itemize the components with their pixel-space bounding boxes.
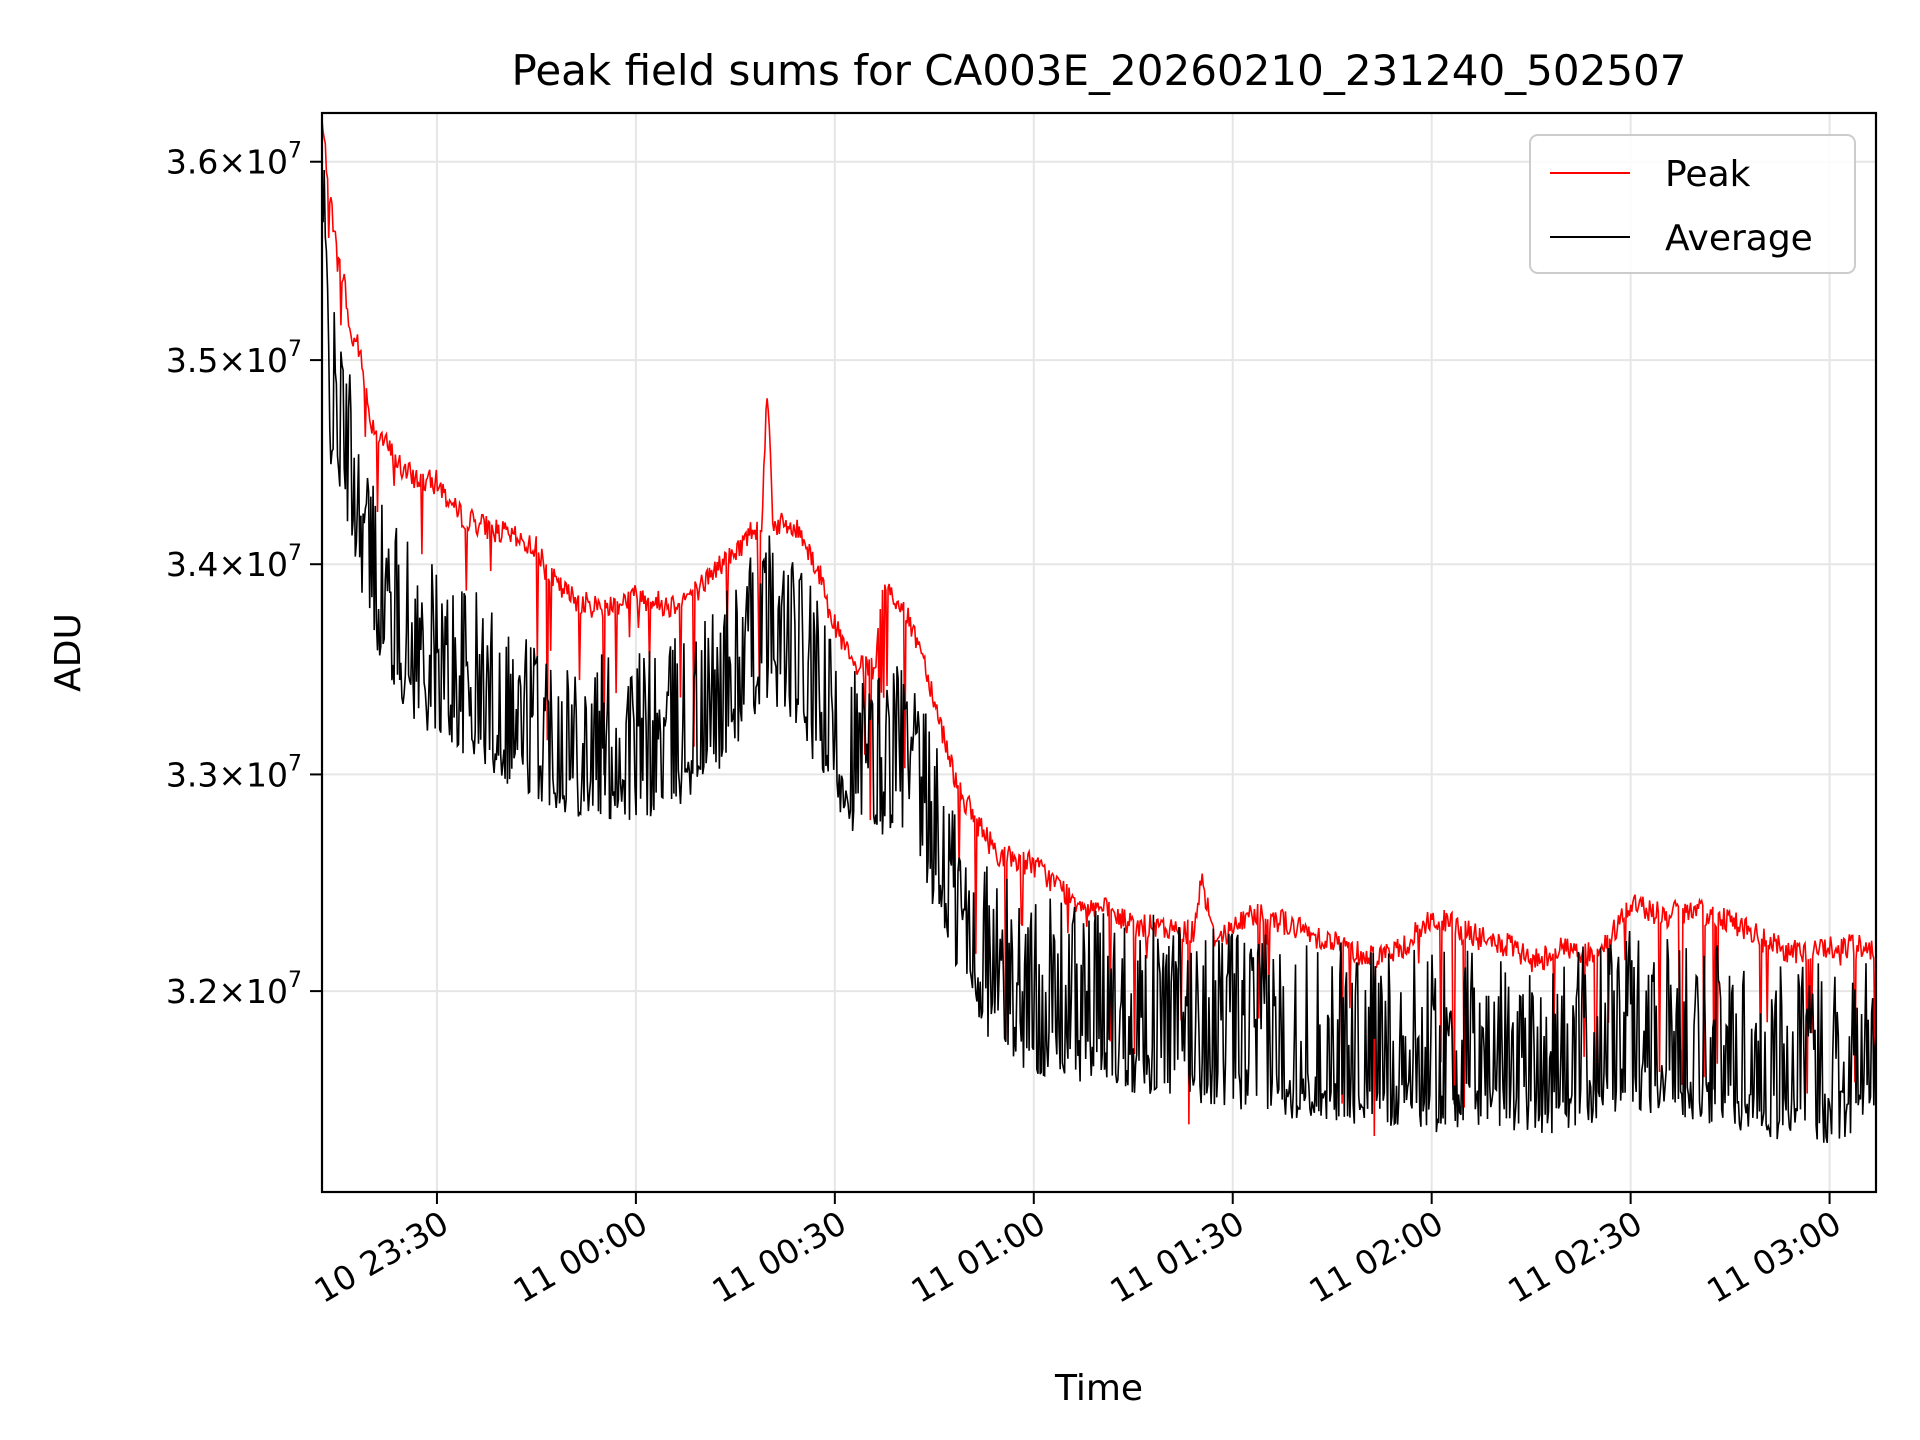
legend-box xyxy=(1529,134,1856,274)
y-tick-label: 3.3×107 xyxy=(166,751,302,794)
y-tick-mantissa: 3.2 xyxy=(166,972,218,1011)
y-axis-label: ADU xyxy=(48,613,89,692)
y-tick-exponent: 7 xyxy=(288,541,302,566)
y-tick-mantissa: 3.5 xyxy=(166,341,218,380)
chart-title: Peak field sums for CA003E_20260210_2312… xyxy=(512,46,1687,95)
legend-label-average: Average xyxy=(1665,218,1813,259)
y-tick-mantissa: 3.4 xyxy=(166,545,218,584)
y-tick-times: ×10 xyxy=(218,341,288,380)
y-tick-label: 3.2×107 xyxy=(166,968,302,1011)
y-tick-label: 3.5×107 xyxy=(166,337,302,380)
series-layer xyxy=(322,120,1876,1144)
plot-frame xyxy=(320,111,1878,1194)
y-tick-mantissa: 3.3 xyxy=(166,755,218,794)
legend-label-peak: Peak xyxy=(1665,154,1751,195)
y-tick-label: 3.4×107 xyxy=(166,541,302,584)
legend: Peak Average xyxy=(1529,134,1856,274)
y-tick-times: ×10 xyxy=(218,972,288,1011)
series-line-peak xyxy=(322,120,1876,1137)
grid xyxy=(322,113,1876,1192)
y-tick-mantissa: 3.6 xyxy=(166,143,218,182)
y-tick-times: ×10 xyxy=(218,755,288,794)
y-tick-exponent: 7 xyxy=(288,139,302,164)
y-tick-times: ×10 xyxy=(218,545,288,584)
y-tick-exponent: 7 xyxy=(288,968,302,993)
x-axis-label: Time xyxy=(1054,1368,1143,1409)
y-tick-exponent: 7 xyxy=(288,751,302,776)
y-tick-label: 3.6×107 xyxy=(166,139,302,182)
series-line-average xyxy=(322,169,1876,1144)
y-tick-exponent: 7 xyxy=(288,337,302,362)
y-tick-times: ×10 xyxy=(218,143,288,182)
